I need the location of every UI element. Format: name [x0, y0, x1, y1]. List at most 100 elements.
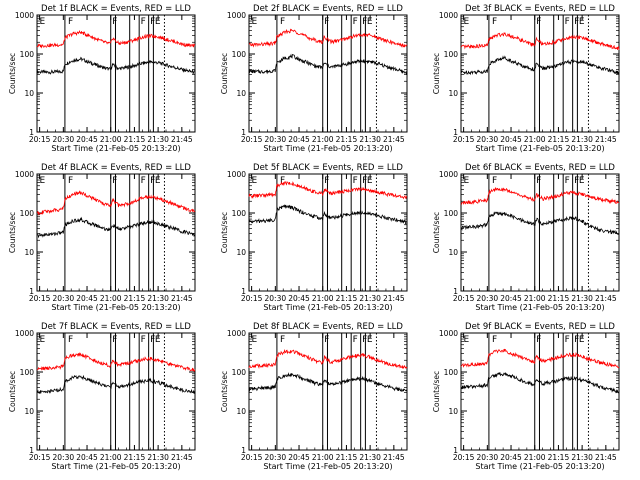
- interval-marker-label: F: [565, 17, 570, 27]
- interval-marker-label: F: [492, 17, 497, 27]
- x-tick-label: 21:45: [383, 453, 405, 462]
- interval-marker-label: E: [367, 17, 373, 27]
- y-axis-label: Counts/sec: [8, 371, 17, 412]
- interval-marker-label: F: [353, 176, 358, 186]
- x-tick-label: 20:30: [53, 135, 75, 144]
- y-tick-label: 100: [444, 368, 459, 377]
- y-tick-label: 1000: [439, 170, 458, 179]
- lld-series-line: [460, 186, 620, 206]
- x-tick-label: 20:15: [29, 135, 51, 144]
- detector-panel: Det 1f BLACK = Events, RED = LLD 1 10 100 10…: [8, 4, 196, 153]
- y-tick-label: 100: [232, 368, 247, 377]
- x-tick-label: 20:45: [500, 453, 522, 462]
- interval-marker-label: F: [280, 335, 285, 345]
- interval-marker-label: F: [574, 17, 579, 27]
- detector-panel: Det 3f BLACK = Events, RED = LLD 1 10 100 10…: [432, 4, 620, 153]
- x-tick-label: 20:15: [453, 294, 475, 303]
- lld-series-line: [460, 348, 620, 369]
- y-tick-label: 1000: [15, 11, 34, 20]
- events-series-line: [460, 372, 620, 395]
- x-tick-label: 20:45: [500, 135, 522, 144]
- panel-title: Det 7f BLACK = Events, RED = LLD: [41, 322, 191, 332]
- y-tick-label: 100: [444, 50, 459, 59]
- interval-marker-label: F: [536, 176, 541, 186]
- x-tick-label: 21:15: [548, 453, 570, 462]
- x-tick-label: 21:30: [571, 453, 593, 462]
- x-tick-label: 20:15: [241, 135, 263, 144]
- interval-marker-label: F: [112, 176, 117, 186]
- x-tick-label: 21:15: [124, 294, 146, 303]
- x-tick-label: 20:45: [288, 135, 310, 144]
- lld-series-line: [36, 29, 196, 49]
- y-axis-label: Counts/sec: [432, 371, 441, 412]
- x-axis-label: Start Time (21-Feb-05 20:13:20): [263, 303, 392, 312]
- detector-panel: Det 9f BLACK = Events, RED = LLD 1 10 100 10…: [432, 322, 620, 471]
- interval-marker-label: E: [252, 335, 258, 345]
- interval-marker-label: F: [141, 17, 146, 27]
- interval-marker-label: F: [353, 335, 358, 345]
- y-tick-label: 1: [29, 128, 34, 137]
- panel-title: Det 9f BLACK = Events, RED = LLD: [465, 322, 615, 332]
- x-axis-label: Start Time (21-Feb-05 20:13:20): [475, 303, 604, 312]
- panel-title: Det 4f BLACK = Events, RED = LLD: [41, 163, 191, 173]
- x-axis-label: Start Time (21-Feb-05 20:13:20): [51, 462, 180, 471]
- interval-marker-label: F: [536, 17, 541, 27]
- detector-panel: Det 7f BLACK = Events, RED = LLD 1 10 100 10…: [8, 322, 196, 471]
- y-tick-label: 1000: [227, 170, 246, 179]
- x-tick-label: 20:30: [477, 135, 499, 144]
- y-axis-label: Counts/sec: [8, 212, 17, 253]
- x-tick-label: 21:30: [571, 135, 593, 144]
- x-tick-label: 21:00: [100, 135, 122, 144]
- interval-marker-label: F: [68, 176, 73, 186]
- interval-marker-label: F: [150, 176, 155, 186]
- x-tick-label: 20:45: [500, 294, 522, 303]
- interval-marker-label: E: [40, 17, 46, 27]
- x-tick-label: 21:45: [171, 294, 193, 303]
- y-tick-label: 10: [236, 89, 246, 98]
- panel-title: Det 2f BLACK = Events, RED = LLD: [253, 4, 403, 14]
- x-tick-label: 20:15: [241, 294, 263, 303]
- interval-marker-label: E: [367, 176, 373, 186]
- y-tick-label: 100: [232, 209, 247, 218]
- interval-marker-label: F: [574, 176, 579, 186]
- y-tick-label: 1000: [439, 11, 458, 20]
- x-tick-label: 20:15: [241, 453, 263, 462]
- y-tick-label: 100: [20, 209, 35, 218]
- events-series-line: [249, 53, 408, 76]
- interval-marker-label: F: [353, 17, 358, 27]
- panel-title: Det 8f BLACK = Events, RED = LLD: [253, 322, 403, 332]
- x-tick-label: 21:15: [336, 135, 358, 144]
- interval-marker-label: F: [362, 176, 367, 186]
- x-tick-label: 20:30: [265, 294, 287, 303]
- panel-title: Det 5f BLACK = Events, RED = LLD: [253, 163, 403, 173]
- interval-marker-label: F: [492, 335, 497, 345]
- y-tick-label: 100: [444, 209, 459, 218]
- panel-title: Det 1f BLACK = Events, RED = LLD: [41, 4, 191, 14]
- y-tick-label: 10: [24, 89, 34, 98]
- y-tick-label: 10: [448, 89, 458, 98]
- interval-marker-label: F: [565, 176, 570, 186]
- x-tick-label: 21:45: [595, 135, 617, 144]
- x-axis-label: Start Time (21-Feb-05 20:13:20): [51, 144, 180, 153]
- interval-marker-label: F: [112, 335, 117, 345]
- x-tick-label: 21:00: [524, 453, 546, 462]
- x-tick-label: 21:30: [359, 135, 381, 144]
- x-tick-label: 20:30: [265, 135, 287, 144]
- lld-series-line: [460, 32, 620, 51]
- interval-marker-label: E: [464, 17, 470, 27]
- interval-marker-label: E: [40, 335, 46, 345]
- x-tick-label: 20:30: [53, 294, 75, 303]
- detector-panel: Det 8f BLACK = Events, RED = LLD 1 10 100 10…: [220, 322, 408, 471]
- x-tick-label: 21:00: [312, 453, 334, 462]
- x-tick-label: 20:45: [76, 294, 98, 303]
- lld-series-line: [36, 351, 196, 372]
- interval-marker-label: F: [280, 17, 285, 27]
- y-tick-label: 10: [448, 248, 458, 257]
- plot-frame: [460, 173, 620, 292]
- x-tick-label: 21:00: [312, 294, 334, 303]
- x-axis-label: Start Time (21-Feb-05 20:13:20): [475, 144, 604, 153]
- x-tick-label: 20:30: [477, 453, 499, 462]
- lld-series-line: [248, 181, 408, 200]
- interval-marker-label: E: [579, 176, 585, 186]
- y-tick-label: 1: [453, 128, 458, 137]
